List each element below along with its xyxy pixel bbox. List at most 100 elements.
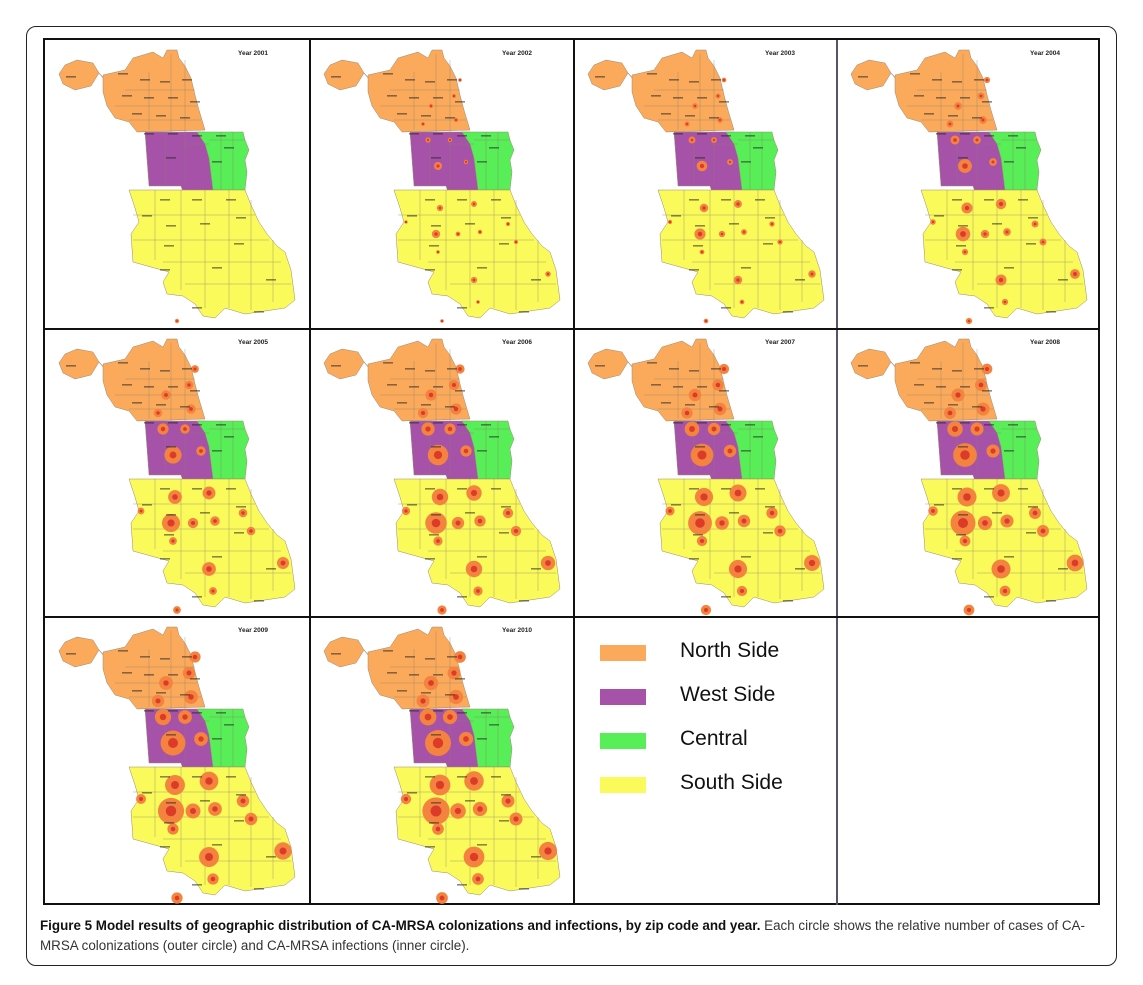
zip-label-mark xyxy=(960,133,970,135)
zip-label-mark xyxy=(673,386,683,388)
infection-circle xyxy=(476,589,480,593)
infection-circle xyxy=(165,805,177,817)
zip-label-mark xyxy=(166,446,176,448)
infection-circle xyxy=(1004,518,1010,524)
infection-circle xyxy=(186,670,192,676)
infection-circle xyxy=(947,410,953,416)
year-title: Year 2010 xyxy=(502,627,533,634)
zip-label-mark xyxy=(719,101,729,103)
zip-label-mark xyxy=(984,135,994,137)
infection-circle xyxy=(990,448,996,454)
infection-circle xyxy=(722,78,726,82)
infection-circle xyxy=(476,300,480,304)
zip-label-mark xyxy=(140,656,150,658)
map-panel: Year 2005 xyxy=(45,329,310,617)
zip-label-mark xyxy=(160,199,170,201)
infection-circle xyxy=(668,509,672,513)
zip-label-mark xyxy=(481,712,491,714)
infection-circle xyxy=(404,509,408,513)
zip-label-mark xyxy=(972,406,982,408)
zip-label-mark xyxy=(164,245,174,247)
zip-label-mark xyxy=(729,512,739,514)
zip-label-mark xyxy=(499,532,509,534)
infection-circle xyxy=(728,160,732,164)
infection-circle xyxy=(472,202,476,206)
figure-frame xyxy=(26,26,1117,966)
infection-circle xyxy=(213,519,217,523)
zip-label-mark xyxy=(595,76,605,78)
infection-circle xyxy=(447,426,453,432)
zip-label-mark xyxy=(407,792,417,794)
zip-label-mark xyxy=(914,384,924,386)
infection-circle xyxy=(453,406,459,412)
infection-circle xyxy=(435,780,445,790)
zip-label-mark xyxy=(409,97,419,99)
zip-label-mark xyxy=(1028,217,1038,219)
infection-circle xyxy=(810,272,814,276)
zip-label-mark xyxy=(200,512,210,514)
infection-circle xyxy=(711,426,717,432)
zip-label-mark xyxy=(180,406,190,408)
zip-label-mark xyxy=(118,73,128,75)
zip-label-mark xyxy=(160,776,170,778)
infection-circle xyxy=(421,122,425,126)
zip-label-mark xyxy=(753,147,763,149)
zip-label-mark xyxy=(160,846,170,848)
zip-label-mark xyxy=(212,556,222,558)
infection-circle xyxy=(956,104,960,108)
infection-circle xyxy=(440,608,444,612)
zip-label-mark xyxy=(695,446,705,448)
map-svg xyxy=(58,338,296,614)
year-title: Year 2006 xyxy=(502,339,533,346)
zip-label-mark xyxy=(409,710,419,712)
zip-label-mark xyxy=(236,506,246,508)
infection-circle xyxy=(279,847,287,855)
infection-circle xyxy=(951,425,959,433)
infection-circle xyxy=(1073,272,1077,276)
zip-label-mark xyxy=(192,135,202,137)
zip-label-mark xyxy=(783,311,793,313)
zip-label-mark xyxy=(958,225,968,227)
infection-circle xyxy=(456,232,460,236)
zip-label-mark xyxy=(166,225,176,227)
zip-label-mark xyxy=(190,101,200,103)
zip-label-mark xyxy=(431,514,441,516)
zip-label-mark xyxy=(721,199,731,201)
zip-label-mark xyxy=(142,504,152,506)
zip-label-mark xyxy=(431,734,441,736)
zip-label-mark xyxy=(984,596,994,598)
zip-label-mark xyxy=(491,199,501,201)
zip-label-mark xyxy=(445,117,455,119)
zip-label-mark xyxy=(455,678,465,680)
zip-label-mark xyxy=(421,115,431,117)
zip-label-mark xyxy=(741,450,751,452)
zip-label-mark xyxy=(457,596,467,598)
zip-label-mark xyxy=(409,674,419,676)
region-north-side xyxy=(102,338,206,422)
infection-circle xyxy=(703,607,709,613)
zip-label-mark xyxy=(519,600,529,602)
zip-label-mark xyxy=(932,368,942,370)
zip-label-mark xyxy=(383,650,393,652)
figure-caption: Figure 5 Model results of geographic dis… xyxy=(40,916,1100,956)
zip-label-mark xyxy=(1008,424,1018,426)
zip-label-mark xyxy=(1046,311,1056,313)
zip-label-mark xyxy=(236,217,246,219)
zip-label-mark xyxy=(431,157,441,159)
infection-circle xyxy=(506,222,510,226)
zip-label-mark xyxy=(166,734,176,736)
grid-divider xyxy=(45,616,1100,618)
region-north-side xyxy=(58,636,100,668)
zip-label-mark xyxy=(397,690,407,692)
zip-label-mark xyxy=(192,488,202,490)
zip-label-mark xyxy=(144,422,154,424)
infection-circle xyxy=(962,538,968,544)
zip-label-mark xyxy=(118,362,128,364)
zip-label-mark xyxy=(689,558,699,560)
zip-label-mark xyxy=(669,368,679,370)
infection-circle xyxy=(513,528,519,534)
region-south-side xyxy=(393,478,561,608)
zip-label-mark xyxy=(433,710,443,712)
map-svg xyxy=(323,49,561,323)
zip-label-mark xyxy=(180,694,190,696)
